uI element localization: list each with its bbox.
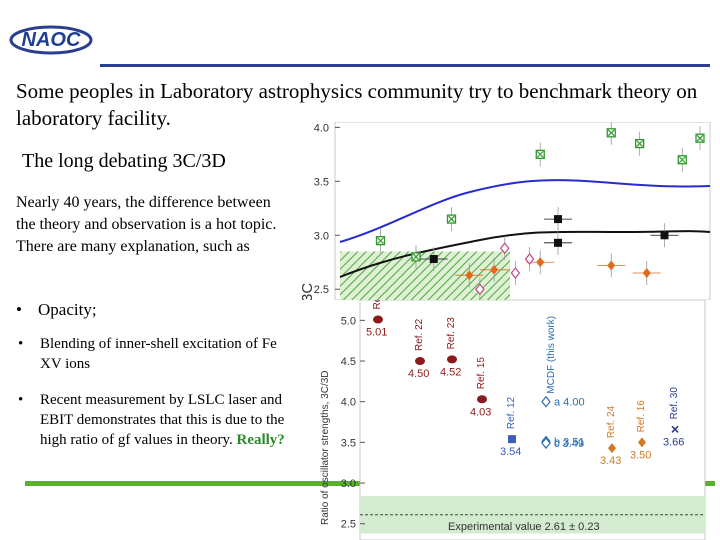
- ref-value-label: 3.66: [663, 436, 684, 448]
- data-point-orange-diamond: [632, 261, 661, 286]
- ref-value-label: 4.50: [408, 368, 429, 380]
- ref-name-label: Ref. 22: [414, 318, 425, 351]
- ref-value-label: b 3.51: [554, 437, 585, 449]
- ref-point: 3.66 Ref. 30: [663, 387, 684, 449]
- ref-value-label: c 3.49: [554, 438, 584, 450]
- ref-name-label: Ref. 21: [372, 300, 383, 310]
- data-point-green-boxed-x: [411, 244, 421, 269]
- y-tick-label: 3.0: [314, 230, 329, 242]
- data-point-orange-diamond: [526, 250, 555, 275]
- logo-text: NAOC: [22, 29, 81, 51]
- ref-point: a 4.00 MCDF (this work): [541, 316, 585, 409]
- bullet-blending: • Blending of inner-shell excitation of …: [18, 334, 288, 374]
- ref-name-label: Ref. 24: [606, 405, 617, 438]
- data-point-green-boxed-x: [695, 126, 705, 151]
- ref-name-label: Ref. 16: [636, 400, 647, 433]
- intro-paragraph: Nearly 40 years, the difference between …: [16, 194, 277, 255]
- axis-label-partial: 3C: [300, 283, 316, 300]
- y-tick-label: 3.0: [341, 478, 356, 490]
- data-point-open-diamond: [475, 277, 485, 300]
- bullet-dot: •: [18, 336, 24, 352]
- ratio-chart-bottom: Experimental value 2.61 ± 0.23 5.0 4.5 4.0…: [320, 300, 706, 540]
- ref-point: 3.50 Ref. 16: [630, 400, 651, 462]
- ref-point: 3.54 Ref. 12: [500, 396, 521, 458]
- benchmark-chart-top: 4.0 3.5 3.0 2.5 3C: [300, 122, 711, 300]
- data-point-green-boxed-x: [375, 228, 386, 253]
- y-axis-label: Ratio of oscillator strengths, 3C/3D: [320, 370, 331, 525]
- ref-value-label: 4.52: [440, 366, 461, 378]
- theory-curve-black: [339, 230, 711, 278]
- data-point-black-square: [544, 207, 572, 232]
- y-tick-label: 3.5: [314, 176, 329, 188]
- ref-point: c 3.49: [541, 437, 584, 450]
- ref-point: 4.03 Ref. 15: [470, 357, 491, 419]
- data-point-black-square: [650, 223, 679, 248]
- data-point-green-boxed-x: [634, 131, 645, 156]
- data-point-orange-diamond: [455, 263, 484, 288]
- ref-value-label: 3.50: [630, 449, 651, 461]
- ref-name-label: Ref. 12: [506, 396, 517, 429]
- naoc-logo: NAOC: [9, 25, 93, 55]
- ref-value-label: 4.03: [470, 406, 491, 418]
- theory-curve-blue: [339, 179, 711, 243]
- ref-point: 4.52 Ref. 23: [440, 317, 461, 379]
- ref-point: 5.01 Ref. 21: [366, 300, 387, 339]
- bullet-measurement: • Recent measurement by LSLC laser and E…: [18, 390, 288, 450]
- y-tick-label: 4.0: [314, 122, 329, 134]
- data-point-open-diamond: [524, 247, 535, 272]
- data-point-open-diamond: [510, 261, 521, 286]
- ref-value-label: 3.43: [600, 455, 621, 467]
- ref-name-label: Ref. 15: [476, 357, 487, 390]
- data-point-green-boxed-x: [606, 122, 616, 145]
- bullet-blending-text: Blending of inner-shell excitation of Fe…: [40, 336, 277, 372]
- ref-value-label: a 4.00: [554, 397, 585, 409]
- data-point-orange-diamond: [480, 257, 509, 282]
- slide-subtitle: The long debating 3C/3D: [22, 150, 226, 172]
- y-tick-label: 4.5: [341, 356, 356, 368]
- ref-point: 4.50 Ref. 22: [408, 318, 429, 380]
- data-point-black-square: [419, 247, 448, 272]
- lead-text: Some peoples in Laboratory astrophysics …: [16, 79, 698, 130]
- ref-name-label: Ref. 23: [446, 317, 457, 350]
- y-tick-label: 4.0: [341, 397, 356, 409]
- ref-value-label: 5.01: [366, 327, 387, 339]
- bullet-dot: •: [18, 392, 24, 408]
- really-emphasis: Really?: [236, 432, 285, 448]
- data-point-orange-diamond: [597, 253, 626, 278]
- ref-name-label: MCDF (this work): [546, 316, 557, 394]
- bullet-dot: •: [16, 300, 22, 319]
- data-point-green-boxed-x: [535, 142, 545, 167]
- bullet-opacity: • Opacity;: [16, 300, 97, 320]
- band-label: Experimental value 2.61 ± 0.23: [448, 521, 600, 533]
- y-tick-label: 3.5: [341, 437, 356, 449]
- ref-point: 3.43 Ref. 24: [600, 405, 621, 467]
- ref-name-label: Ref. 30: [669, 387, 680, 420]
- bullet-measurement-text: Recent measurement by LSLC laser and EBI…: [40, 392, 285, 448]
- data-point-black-square: [544, 230, 572, 255]
- data-point-open-diamond: [499, 236, 510, 261]
- y-tick-label: 2.5: [314, 284, 329, 296]
- data-point-green-boxed-x: [677, 147, 687, 172]
- header-rule: [100, 64, 710, 67]
- bullet-opacity-text: Opacity;: [38, 300, 97, 319]
- data-point-green-boxed-x: [446, 207, 457, 232]
- y-tick-label: 2.5: [341, 519, 356, 531]
- y-tick-label: 5.0: [341, 315, 356, 327]
- ref-value-label: 3.54: [500, 446, 521, 458]
